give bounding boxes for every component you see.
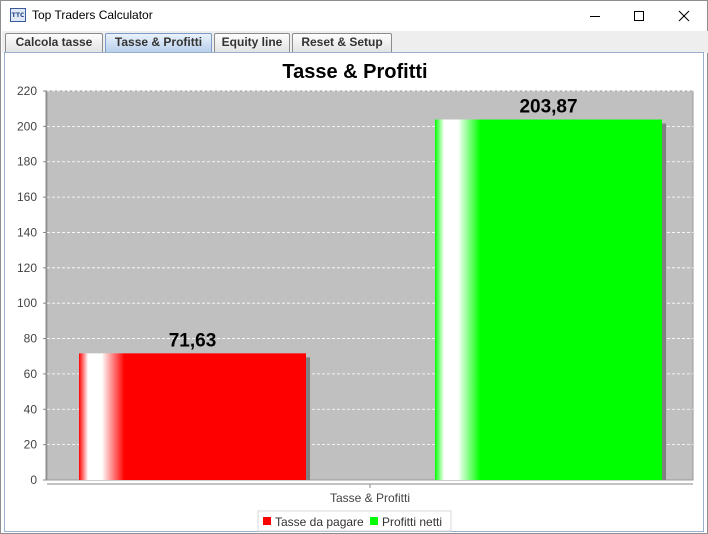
x-tick-label: Tasse & Profitti xyxy=(330,491,410,505)
y-tick-label: 0 xyxy=(30,473,37,487)
y-tick-label: 180 xyxy=(17,155,37,169)
tab-tasse-profitti[interactable]: Tasse & Profitti xyxy=(105,33,212,52)
y-tick-label: 80 xyxy=(24,332,38,346)
bar-tasse-da-pagare xyxy=(79,353,306,480)
legend-label: Profitti netti xyxy=(382,515,442,529)
close-button[interactable] xyxy=(661,1,707,31)
maximize-icon xyxy=(634,11,644,21)
app-icon: TTC xyxy=(10,8,26,22)
y-tick-label: 40 xyxy=(24,402,38,416)
tab-equity-line[interactable]: Equity line xyxy=(214,33,290,52)
y-tick-label: 220 xyxy=(17,84,37,98)
y-tick-label: 100 xyxy=(17,296,37,310)
y-tick-label: 60 xyxy=(24,367,38,381)
data-label: 203,87 xyxy=(519,97,577,118)
data-label: 71,63 xyxy=(169,330,217,351)
title-bar[interactable]: TTC Top Traders Calculator xyxy=(1,1,707,31)
legend-swatch xyxy=(263,517,271,525)
close-icon xyxy=(678,10,690,22)
legend-box xyxy=(257,510,452,532)
legend-swatch xyxy=(370,517,378,525)
legend-label: Tasse da pagare xyxy=(275,515,364,529)
tab-bar: Calcola tasse Tasse & Profitti Equity li… xyxy=(2,31,708,53)
y-tick-label: 140 xyxy=(17,225,37,239)
y-tick-label: 200 xyxy=(17,119,37,133)
y-tick-label: 20 xyxy=(24,438,38,452)
tab-reset-setup[interactable]: Reset & Setup xyxy=(292,33,392,52)
maximize-button[interactable] xyxy=(616,1,662,31)
tab-calcola-tasse[interactable]: Calcola tasse xyxy=(5,33,103,52)
window-title: Top Traders Calculator xyxy=(32,8,153,22)
y-tick-label: 120 xyxy=(17,261,37,275)
y-tick-label: 160 xyxy=(17,190,37,204)
minimize-button[interactable] xyxy=(572,1,618,31)
chart-title: Tasse & Profitti xyxy=(282,61,427,83)
bar-profitti-netti xyxy=(435,119,662,480)
minimize-icon xyxy=(590,16,600,17)
